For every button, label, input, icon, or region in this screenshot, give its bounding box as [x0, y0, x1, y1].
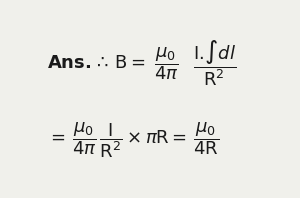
Text: $\mathbf{Ans.}$: $\mathbf{Ans.}$ [47, 54, 91, 72]
Text: $=\, \dfrac{\mu_0}{4\pi}\,\dfrac{\mathrm{I}}{\mathrm{R}^2} \times \pi\mathrm{R} : $=\, \dfrac{\mu_0}{4\pi}\,\dfrac{\mathrm… [47, 120, 219, 160]
Text: $\dfrac{\mathrm{I}.\!\int d\mathit{l}}{\mathrm{R}^2}$: $\dfrac{\mathrm{I}.\!\int d\mathit{l}}{\… [193, 39, 237, 88]
Text: $\dfrac{\mu_0}{4\pi}$: $\dfrac{\mu_0}{4\pi}$ [154, 45, 178, 82]
Text: $\therefore\, \mathrm{B} =$: $\therefore\, \mathrm{B} =$ [93, 54, 146, 72]
